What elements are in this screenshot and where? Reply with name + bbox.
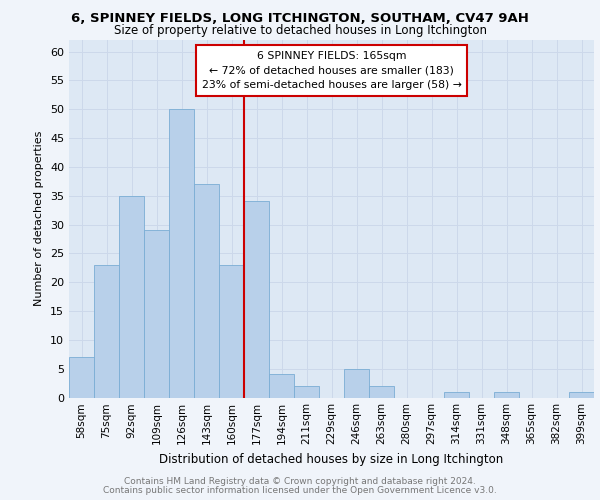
Bar — [294, 386, 319, 398]
Bar — [444, 392, 469, 398]
Bar — [119, 196, 144, 398]
Bar — [569, 392, 594, 398]
Bar — [69, 357, 94, 398]
Bar — [194, 184, 219, 398]
Bar — [344, 368, 369, 398]
Text: Size of property relative to detached houses in Long Itchington: Size of property relative to detached ho… — [113, 24, 487, 37]
Bar — [144, 230, 169, 398]
Text: Contains HM Land Registry data © Crown copyright and database right 2024.: Contains HM Land Registry data © Crown c… — [124, 477, 476, 486]
Bar — [244, 202, 269, 398]
Text: Contains public sector information licensed under the Open Government Licence v3: Contains public sector information licen… — [103, 486, 497, 495]
X-axis label: Distribution of detached houses by size in Long Itchington: Distribution of detached houses by size … — [160, 453, 503, 466]
Y-axis label: Number of detached properties: Number of detached properties — [34, 131, 44, 306]
Bar — [369, 386, 394, 398]
Text: 6 SPINNEY FIELDS: 165sqm
← 72% of detached houses are smaller (183)
23% of semi-: 6 SPINNEY FIELDS: 165sqm ← 72% of detach… — [202, 50, 461, 90]
Bar — [494, 392, 519, 398]
Text: 6, SPINNEY FIELDS, LONG ITCHINGTON, SOUTHAM, CV47 9AH: 6, SPINNEY FIELDS, LONG ITCHINGTON, SOUT… — [71, 12, 529, 25]
Bar — [94, 265, 119, 398]
Bar — [219, 265, 244, 398]
Bar — [269, 374, 294, 398]
Bar — [169, 109, 194, 398]
